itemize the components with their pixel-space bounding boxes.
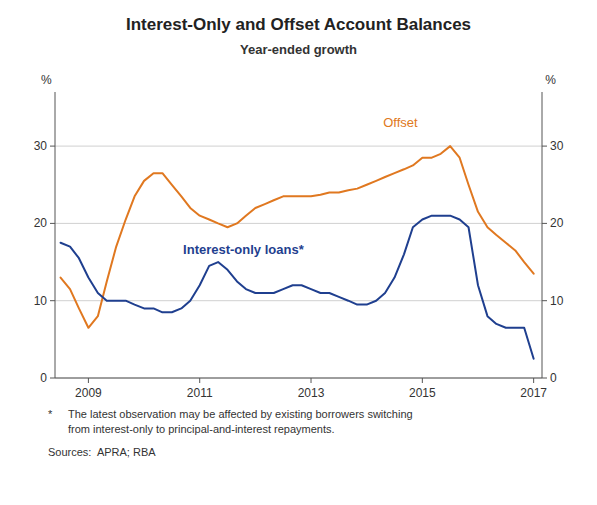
grid-line: [55, 378, 542, 379]
y2-tick-label: 20: [550, 216, 564, 230]
x-tick: [533, 378, 534, 383]
y-tick-label: 20: [34, 216, 48, 230]
subtitle: Year-ended growth: [240, 42, 357, 57]
series-labels: Offset Interest-only loans*: [183, 115, 418, 258]
y2-tick-label: 0: [550, 371, 557, 385]
y2-tick-label: 30: [550, 139, 564, 153]
y2-tick: [542, 300, 547, 301]
y-tick-label: 10: [34, 294, 48, 308]
x-tick: [199, 378, 200, 383]
title: Interest-Only and Offset Account Balance…: [126, 15, 471, 34]
y2-tick: [542, 223, 547, 224]
y-tick: [50, 146, 55, 147]
x-tick-label: 2011: [187, 386, 213, 400]
y-tick-label: 30: [34, 139, 48, 153]
y2-axis-line: [542, 92, 543, 378]
footnote: The latest observation may be affected b…: [68, 408, 413, 420]
grid: [55, 146, 542, 378]
grid-line: [55, 146, 542, 147]
series-label: Interest-only loans*: [183, 242, 305, 257]
y-tick-label: 0: [40, 371, 47, 385]
footnote: from interest-only to principal-and-inte…: [68, 423, 335, 435]
x-tick: [311, 378, 312, 383]
y2-axis-label: %: [545, 73, 556, 87]
x-tick-label: 2013: [298, 386, 325, 400]
x-tick: [422, 378, 423, 383]
y2-tick: [542, 378, 547, 379]
y-tick: [50, 300, 55, 301]
footnotes: * The latest observation may be affected …: [48, 408, 413, 458]
series-line: [61, 146, 534, 328]
footnote-marker: *: [48, 408, 53, 420]
y-axis-label: %: [41, 73, 52, 87]
grid-line: [55, 223, 542, 224]
x-tick-label: 2009: [75, 386, 102, 400]
x-axis-line: [55, 378, 542, 379]
y-tick: [50, 223, 55, 224]
y2-tick-label: 10: [550, 294, 564, 308]
axes: 2009201120132015201701020300102030: [34, 92, 564, 400]
x-tick-label: 2015: [409, 386, 436, 400]
chart: Interest-Only and Offset Account Balance…: [0, 0, 597, 505]
x-tick-label: 2017: [520, 386, 547, 400]
y2-tick: [542, 146, 547, 147]
y-tick: [50, 378, 55, 379]
series-label: Offset: [383, 115, 418, 130]
y-axis-line: [55, 92, 56, 378]
series-lines: [61, 146, 534, 359]
series-line: [61, 216, 534, 359]
source: Sources: APRA; RBA: [48, 446, 156, 458]
x-tick: [88, 378, 89, 383]
